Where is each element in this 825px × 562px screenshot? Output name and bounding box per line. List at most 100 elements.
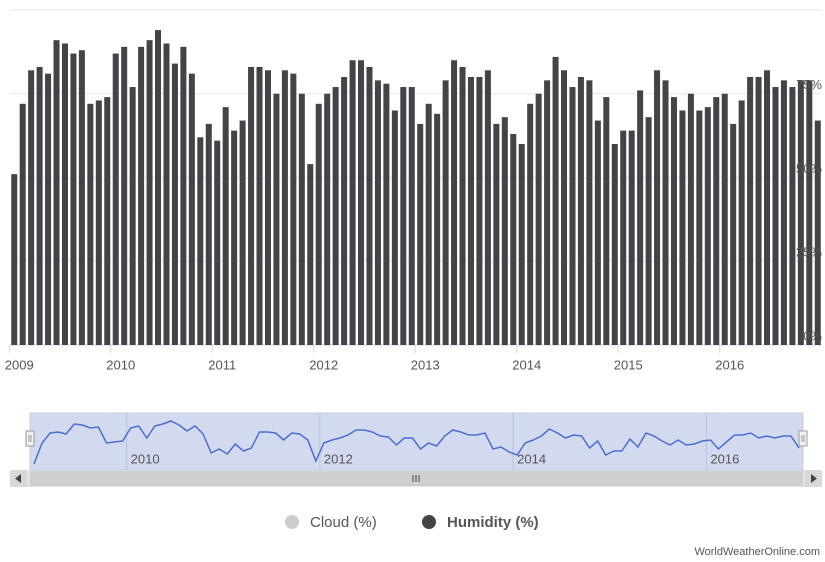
x-tick-label: 2015 bbox=[614, 357, 643, 372]
legend-item[interactable]: Cloud (%) bbox=[285, 514, 377, 531]
bar bbox=[374, 80, 381, 345]
y-tick-label: 0% bbox=[803, 328, 822, 343]
legend-item[interactable]: Humidity (%) bbox=[422, 514, 539, 531]
legend-label: Cloud (%) bbox=[310, 514, 377, 531]
bar bbox=[383, 83, 390, 345]
bar bbox=[696, 110, 703, 345]
bar bbox=[408, 87, 415, 346]
bar bbox=[518, 144, 525, 345]
bar bbox=[747, 77, 754, 345]
bar bbox=[544, 80, 551, 345]
bar bbox=[214, 140, 221, 345]
bar bbox=[434, 113, 441, 345]
bar bbox=[730, 123, 737, 346]
bar bbox=[603, 97, 610, 345]
x-tick-label: 2013 bbox=[411, 357, 440, 372]
bar bbox=[620, 130, 627, 345]
bar bbox=[298, 93, 305, 345]
bar bbox=[104, 97, 111, 345]
bar bbox=[476, 77, 483, 345]
bar bbox=[637, 90, 644, 346]
legend-symbol bbox=[285, 515, 299, 529]
bar bbox=[78, 50, 85, 345]
bar bbox=[197, 137, 204, 345]
x-tick-label: 2016 bbox=[715, 357, 744, 372]
bar bbox=[670, 97, 677, 345]
bar bbox=[628, 130, 635, 345]
bar bbox=[180, 46, 187, 345]
bar bbox=[721, 93, 728, 345]
x-tick-label: 2010 bbox=[106, 357, 135, 372]
y-labels: 0% 25% 50% 75% bbox=[796, 77, 822, 343]
navigator-label: 2012 bbox=[324, 451, 353, 466]
navigator-handle[interactable] bbox=[798, 430, 808, 447]
bar bbox=[772, 87, 779, 346]
bar bbox=[451, 60, 458, 345]
bar bbox=[231, 130, 238, 345]
bar bbox=[341, 77, 348, 345]
handle-grip bbox=[801, 435, 805, 442]
bar bbox=[442, 80, 449, 345]
bar bbox=[53, 40, 60, 346]
bar bbox=[611, 144, 618, 345]
bar bbox=[188, 73, 195, 346]
scroll-right-arrow bbox=[811, 474, 817, 483]
bar bbox=[493, 123, 500, 346]
bar bbox=[594, 120, 601, 345]
bar bbox=[290, 73, 297, 346]
bar bbox=[70, 53, 77, 346]
navigator-label: 2014 bbox=[517, 451, 546, 466]
bar bbox=[222, 107, 229, 346]
bar bbox=[417, 123, 424, 346]
bar bbox=[814, 120, 821, 345]
bar bbox=[679, 110, 686, 345]
y-tick-label: 75% bbox=[796, 77, 822, 92]
bars bbox=[11, 30, 821, 346]
bar bbox=[806, 80, 813, 345]
bar bbox=[324, 93, 331, 345]
bar bbox=[789, 87, 796, 346]
bar bbox=[501, 117, 508, 345]
bar bbox=[315, 103, 322, 345]
navigator-handle[interactable] bbox=[25, 430, 35, 447]
scrollbar-grip bbox=[412, 475, 420, 482]
bar bbox=[248, 66, 255, 345]
bar bbox=[146, 40, 153, 346]
grid bbox=[10, 93, 822, 346]
bar bbox=[366, 66, 373, 345]
bar bbox=[764, 70, 771, 346]
bar bbox=[552, 56, 559, 346]
bar bbox=[645, 117, 652, 345]
bar bbox=[780, 80, 787, 345]
bar bbox=[654, 70, 661, 346]
bar bbox=[400, 87, 407, 346]
bar bbox=[256, 66, 263, 345]
legend-label: Humidity (%) bbox=[447, 514, 539, 531]
bar bbox=[425, 103, 432, 345]
bar bbox=[138, 46, 145, 345]
bar bbox=[561, 70, 568, 346]
x-tick-label: 2012 bbox=[309, 357, 338, 372]
bar bbox=[510, 133, 517, 345]
x-tick-label: 2014 bbox=[512, 357, 541, 372]
bar bbox=[45, 73, 52, 346]
bar bbox=[28, 70, 35, 346]
bar bbox=[467, 77, 474, 345]
bar bbox=[264, 70, 271, 346]
bar bbox=[577, 77, 584, 345]
bar bbox=[281, 70, 288, 346]
navigator-line bbox=[33, 420, 800, 465]
y-tick-label: 50% bbox=[796, 161, 822, 176]
bar bbox=[239, 120, 246, 345]
x-tick-label: 2011 bbox=[208, 357, 236, 372]
bar bbox=[527, 103, 534, 345]
handle-grip bbox=[28, 435, 32, 442]
navigator-label: 2010 bbox=[131, 451, 160, 466]
bar bbox=[349, 60, 356, 345]
bar bbox=[484, 70, 491, 346]
bar bbox=[36, 66, 43, 345]
bar bbox=[95, 100, 102, 345]
bar bbox=[11, 174, 18, 345]
bar bbox=[273, 93, 280, 345]
bar bbox=[19, 103, 26, 345]
